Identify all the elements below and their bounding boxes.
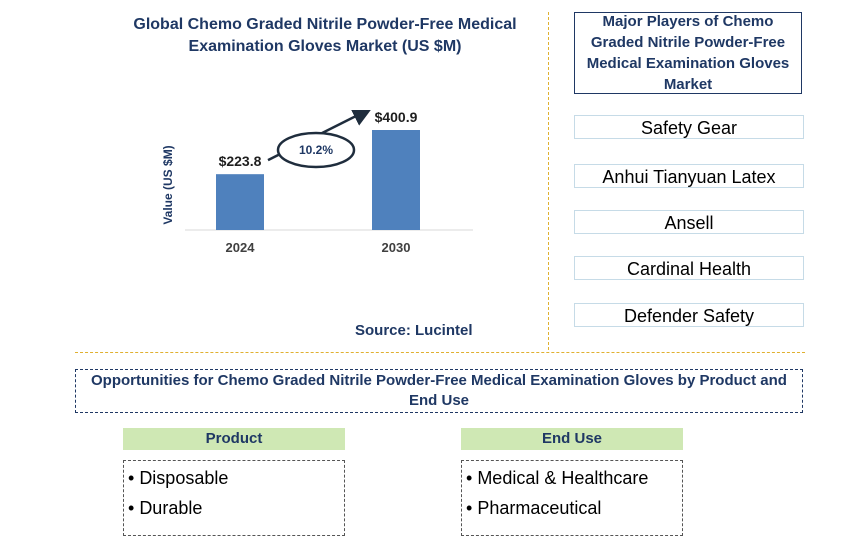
end-use-heading: End Use — [461, 428, 683, 450]
product-item: Disposable — [128, 463, 340, 493]
players-title: Major Players of Chemo Graded Nitrile Po… — [574, 12, 802, 94]
end-use-item: Medical & Healthcare — [466, 463, 678, 493]
player-item: Ansell — [574, 210, 804, 234]
horizontal-divider — [75, 352, 805, 353]
player-item: Defender Safety — [574, 303, 804, 327]
cagr-ellipse — [276, 131, 356, 169]
product-item: Durable — [128, 493, 340, 523]
y-axis-label: Value (US $M) — [161, 145, 175, 224]
product-list: Disposable Durable — [123, 460, 345, 536]
cagr-label: 10.2% — [299, 143, 333, 157]
bar — [216, 174, 264, 230]
source-label: Source: Lucintel — [355, 322, 473, 339]
product-heading: Product — [123, 428, 345, 450]
x-tick-label: 2030 — [382, 240, 411, 255]
player-item: Anhui Tianyuan Latex — [574, 164, 804, 188]
player-item: Safety Gear — [574, 115, 804, 139]
bar-chart: Value (US $M) $223.8 2024 $400.9 2030 10.2% — [161, 110, 473, 255]
end-use-item: Pharmaceutical — [466, 493, 678, 523]
data-label: $400.9 — [375, 110, 418, 125]
end-use-list: Medical & Healthcare Pharmaceutical — [461, 460, 683, 536]
x-tick-label: 2024 — [226, 240, 256, 255]
bar — [372, 130, 420, 230]
player-item: Cardinal Health — [574, 256, 804, 280]
opportunities-title: Opportunities for Chemo Graded Nitrile P… — [75, 369, 803, 413]
vertical-divider — [548, 12, 549, 350]
data-label: $223.8 — [219, 153, 262, 169]
chart-title: Global Chemo Graded Nitrile Powder-Free … — [133, 16, 517, 55]
